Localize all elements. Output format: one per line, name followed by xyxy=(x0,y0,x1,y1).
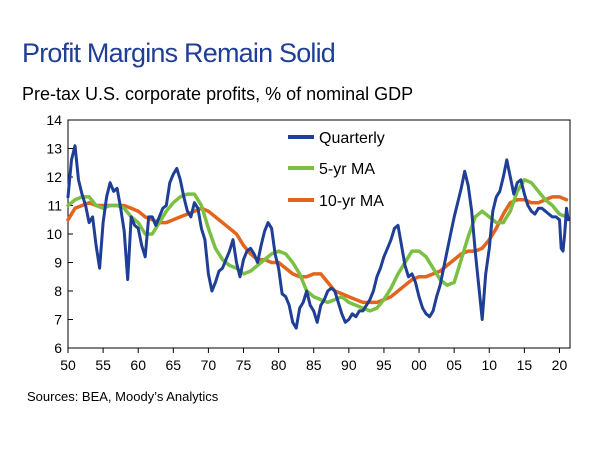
x-tick-label: 80 xyxy=(271,357,287,373)
x-tick-label: 65 xyxy=(166,357,182,373)
y-tick-label: 11 xyxy=(47,198,62,214)
source-note: Sources: BEA, Moody’s Analytics xyxy=(27,389,219,404)
y-tick-label: 9 xyxy=(54,255,62,271)
x-tick-label: 60 xyxy=(130,357,146,373)
x-tick-label: 70 xyxy=(201,357,217,373)
chart-title: Profit Margins Remain Solid xyxy=(22,38,336,68)
y-axis: 6 7 8 9 10 11 12 13 14 xyxy=(46,112,73,356)
chart-subtitle: Pre-tax U.S. corporate profits, % of nom… xyxy=(22,84,414,104)
y-tick-label: 8 xyxy=(54,283,62,299)
x-tick-label: 05 xyxy=(446,357,462,373)
series-layer xyxy=(66,144,570,330)
x-tick-label: 90 xyxy=(341,357,357,373)
x-tick-label: 15 xyxy=(517,357,533,373)
legend-label: Quarterly xyxy=(319,130,385,147)
series-line-10-yr-ma xyxy=(66,195,569,305)
x-tick-label: 50 xyxy=(60,357,76,373)
series-line-quarterly xyxy=(66,144,570,330)
legend: Quarterly 5-yr MA 10-yr MA xyxy=(288,130,385,210)
x-tick-label: 95 xyxy=(376,357,392,373)
y-tick-label: 6 xyxy=(54,340,62,356)
y-tick-label: 10 xyxy=(46,226,62,242)
y-tick-label: 12 xyxy=(46,169,62,185)
x-tick-label: 10 xyxy=(481,357,497,373)
x-tick-label: 20 xyxy=(552,357,568,373)
series-line-5-yr-ma xyxy=(66,178,569,313)
x-tick-label: 75 xyxy=(236,357,252,373)
x-axis: 50 55 60 65 70 75 80 85 90 95 00 05 10 15 20 xyxy=(60,348,567,373)
x-tick-label: 00 xyxy=(411,357,427,373)
x-tick-label: 55 xyxy=(95,357,111,373)
legend-label: 10-yr MA xyxy=(319,193,384,210)
y-tick-label: 13 xyxy=(46,141,62,157)
y-tick-label: 7 xyxy=(54,312,62,328)
x-tick-label: 85 xyxy=(306,357,322,373)
legend-label: 5-yr MA xyxy=(319,161,375,178)
y-tick-label: 14 xyxy=(46,112,62,128)
